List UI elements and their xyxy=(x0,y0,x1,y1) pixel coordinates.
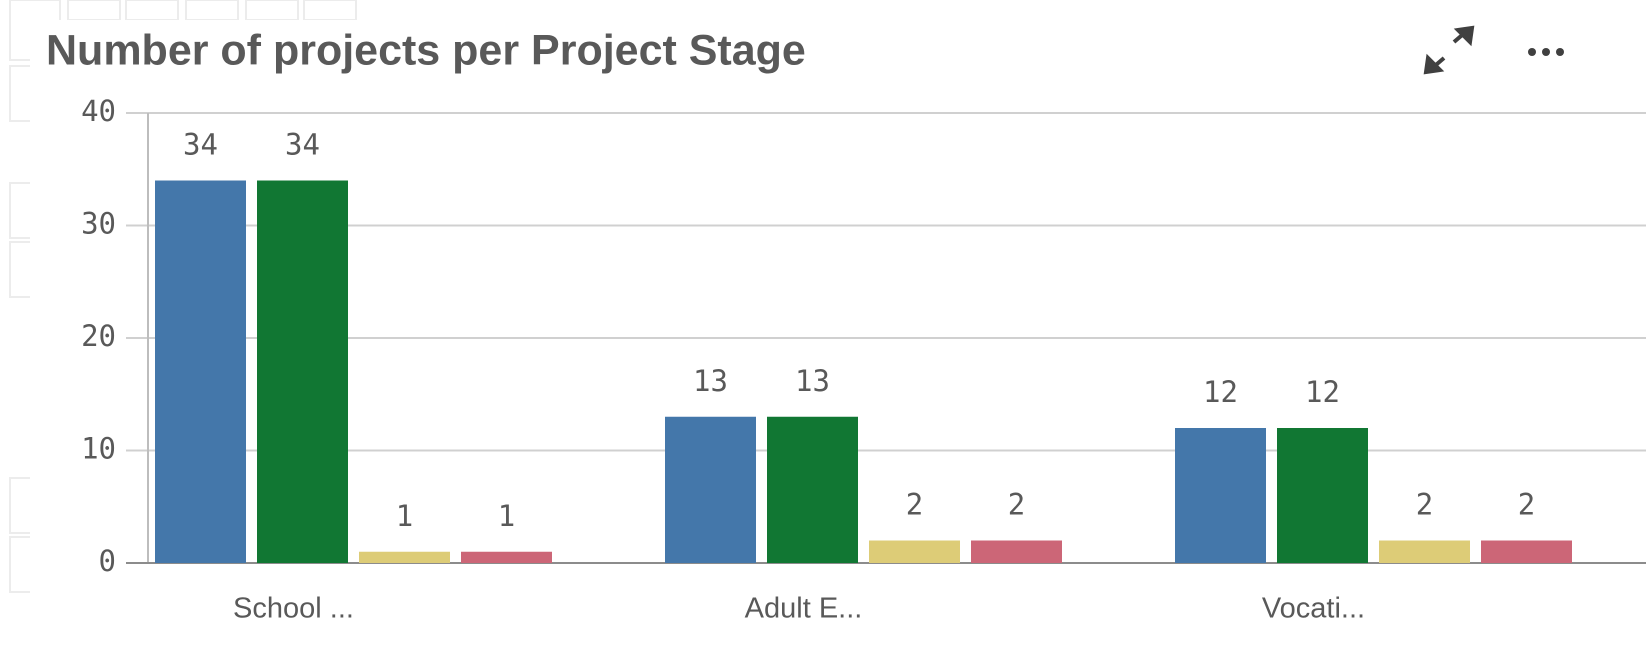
bar xyxy=(155,180,246,563)
bar xyxy=(665,416,756,563)
data-label: 2 xyxy=(1518,488,1535,522)
bar xyxy=(971,540,1062,563)
expand-icon[interactable] xyxy=(1423,25,1475,75)
chart-title: Number of projects per Project Stage xyxy=(46,26,806,74)
bar xyxy=(359,551,450,563)
y-tick-label: 30 xyxy=(81,207,116,241)
data-label: 1 xyxy=(396,499,413,533)
bar xyxy=(257,180,348,563)
x-tick-label: Adult E... xyxy=(745,593,863,625)
bar xyxy=(461,551,552,563)
data-label: 34 xyxy=(183,128,218,162)
data-label: 13 xyxy=(693,364,728,398)
background-cells xyxy=(9,0,357,593)
data-label: 2 xyxy=(906,488,923,522)
x-tick-label: School ... xyxy=(233,593,354,625)
x-tick-label: Vocati... xyxy=(1262,593,1365,625)
bar xyxy=(1277,428,1368,563)
data-label: 12 xyxy=(1203,375,1238,409)
bar xyxy=(869,540,960,563)
data-label: 12 xyxy=(1305,375,1340,409)
y-tick-label: 0 xyxy=(99,544,116,578)
bar xyxy=(1379,540,1470,563)
more-menu[interactable] xyxy=(1528,48,1564,56)
bar xyxy=(1175,428,1266,563)
bar xyxy=(767,416,858,563)
y-tick-label: 40 xyxy=(81,94,116,128)
y-tick-label: 10 xyxy=(81,432,116,466)
data-label: 2 xyxy=(1008,488,1025,522)
data-label: 1 xyxy=(498,499,515,533)
data-label: 2 xyxy=(1416,488,1433,522)
data-label: 13 xyxy=(795,364,830,398)
bar xyxy=(1481,540,1572,563)
y-tick-label: 20 xyxy=(81,319,116,353)
data-label: 34 xyxy=(285,128,320,162)
